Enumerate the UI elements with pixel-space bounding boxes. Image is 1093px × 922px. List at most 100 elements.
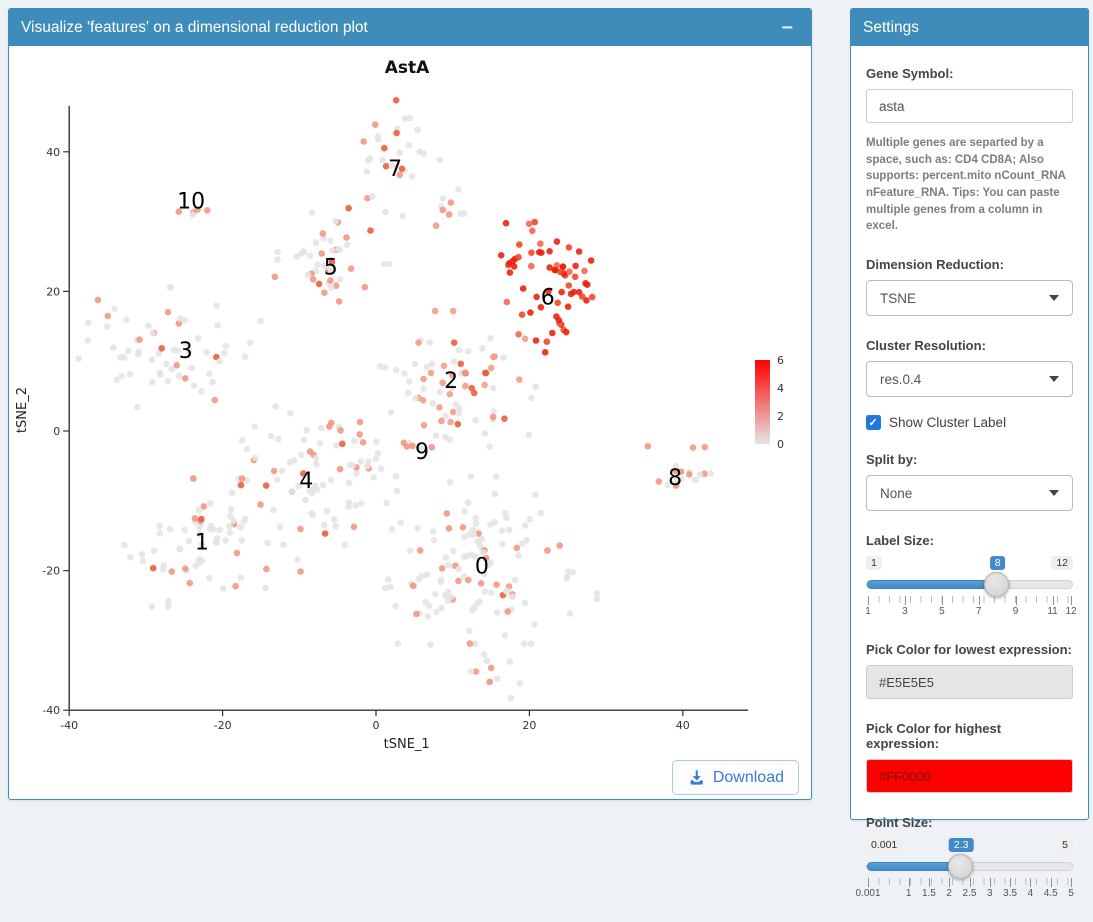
svg-text:6: 6 [541,285,555,310]
point-size-handle[interactable] [948,854,974,880]
slider-max-badge: 12 [1051,556,1073,571]
slider-grid-label: 1 [865,606,871,618]
svg-text:tSNE_1: tSNE_1 [384,737,430,752]
plot-panel-header: Visualize 'features' on a dimensional re… [9,9,811,46]
slider-grid: 0.001 1 1.5 2 2.5 3 3.5 4 4.5 5 [855,878,1074,902]
cluster-resolution-select[interactable]: res.0.4 [866,361,1073,398]
gene-help-text: Multiple genes are separted by a space, … [866,137,1066,233]
plot-panel: Visualize 'features' on a dimensional re… [8,8,812,800]
slider-grid-label: 2.5 [962,888,977,900]
svg-text:9: 9 [415,440,429,465]
svg-text:40: 40 [676,719,690,732]
slider-fill [867,862,962,872]
svg-text:0: 0 [777,438,784,451]
slider-track[interactable] [866,854,1073,880]
svg-text:2: 2 [444,369,458,394]
cluster-resolution-label: Cluster Resolution: [866,338,986,354]
svg-text:40: 40 [46,146,60,159]
svg-text:-40: -40 [42,704,60,717]
svg-text:3: 3 [179,339,193,364]
high-color-label: Pick Color for highest expression: [866,721,1002,752]
plot-panel-title: Visualize 'features' on a dimensional re… [21,18,368,36]
label-size-label: Label Size: [866,533,934,549]
low-color-label: Pick Color for lowest expression: [866,642,1072,658]
svg-text:-20: -20 [214,719,232,732]
svg-text:20: 20 [522,719,536,732]
svg-text:20: 20 [46,285,60,298]
slider-grid-label: 9 [1012,606,1019,618]
slider-grid-label: 5 [939,606,945,618]
slider-grid-label: 7 [975,606,982,618]
slider-fill [867,580,998,590]
show-cluster-label-checkbox[interactable] [866,415,881,431]
slider-grid-label: 1 [905,888,912,900]
label-size-slider[interactable]: 1 12 8 1 3 5 7 9 11 12 [865,556,1077,620]
slider-grid-label: 3 [902,606,908,618]
svg-text:6: 6 [777,354,784,367]
tsne-plot: AstA-40 -20 0 20 40-40-2002040tSNE_1tSNE_202… [15,58,784,752]
settings-body: Gene Symbol: Multiple genes are separted… [851,46,1088,922]
dimension-reduction-value: TSNE [880,290,917,306]
slider-grid: 1 3 5 7 9 11 12 [865,596,1077,620]
point-size-label: Point Size: [866,815,933,831]
svg-text:0: 0 [53,425,60,438]
split-by-select[interactable]: None [866,475,1073,512]
slider-grid-label: 1.5 [921,888,936,900]
show-cluster-label-text: Show Cluster Label [889,415,1007,431]
slider-track[interactable] [866,572,1073,598]
dimension-reduction-select[interactable]: TSNE [866,280,1073,317]
settings-title: Settings [863,18,920,36]
split-by-value: None [880,485,913,501]
gene-symbol-label: Gene Symbol: [866,66,954,81]
download-icon [690,770,703,785]
chevron-down-icon [1049,490,1059,497]
low-color-input[interactable]: #E5E5E5 [866,665,1073,700]
svg-text:5: 5 [324,255,338,280]
slider-value-badge: 8 [989,556,1006,571]
slider-grid-label: 4.5 [1043,888,1058,900]
svg-text:8: 8 [668,466,682,491]
svg-text:0: 0 [373,719,380,732]
slider-grid-label: 5 [1068,888,1074,900]
svg-text:-40: -40 [60,719,78,732]
slider-grid-label: 0.001 [855,888,881,900]
dimension-reduction-label: Dimension Reduction: [866,257,1004,273]
slider-value-badge: 2.3 [948,838,974,853]
slider-min-badge: 0.001 [866,838,903,853]
svg-text:10: 10 [177,190,205,215]
svg-text:2: 2 [777,410,784,423]
chevron-down-icon [1049,295,1059,302]
slider-grid-label: 12 [1065,606,1077,618]
high-color-input[interactable]: #FF0000 [866,759,1073,794]
slider-min-badge: 1 [866,556,882,571]
label-size-handle[interactable] [984,572,1010,598]
low-color-value: #E5E5E5 [879,674,934,690]
collapse-icon[interactable]: − [781,16,793,39]
svg-text:1: 1 [195,530,209,555]
cluster-resolution-value: res.0.4 [880,371,922,387]
svg-text:-20: -20 [42,565,60,578]
high-color-value: #FF0000 [879,768,932,784]
settings-panel: Settings Gene Symbol: Multiple genes are… [850,8,1089,899]
svg-text:4: 4 [777,382,784,395]
gene-symbol-input[interactable] [866,89,1073,123]
slider-grid-label: 3.5 [1003,888,1018,900]
svg-text:tSNE_2: tSNE_2 [15,387,30,433]
svg-text:0: 0 [475,555,489,580]
slider-grid-label: 3 [987,888,993,900]
plot-body: AstA -40 -20 0 20 40 -40 -20 0 20 40 tSNE_1 tSNE_2 0 2… [9,46,811,801]
settings-header: Settings [851,9,1088,46]
slider-max-badge: 5 [1057,838,1073,853]
download-button[interactable]: Download [671,760,799,795]
slider-grid-label: 11 [1047,606,1058,618]
svg-text:7: 7 [388,157,402,182]
show-cluster-label-row: Show Cluster Label [866,415,1073,431]
slider-grid-label: 4 [1027,888,1034,900]
point-size-slider[interactable]: 0.001 5 2.3 0.001 1 1.5 2 2.5 3 3.5 4 4.5 5 [855,838,1074,902]
split-by-label: Split by: [866,452,918,468]
chevron-down-icon [1049,376,1059,383]
svg-text:4: 4 [299,469,313,494]
slider-grid-label: 2 [946,888,952,900]
svg-text:AstA: AstA [385,58,430,78]
download-label: Download [712,768,784,786]
